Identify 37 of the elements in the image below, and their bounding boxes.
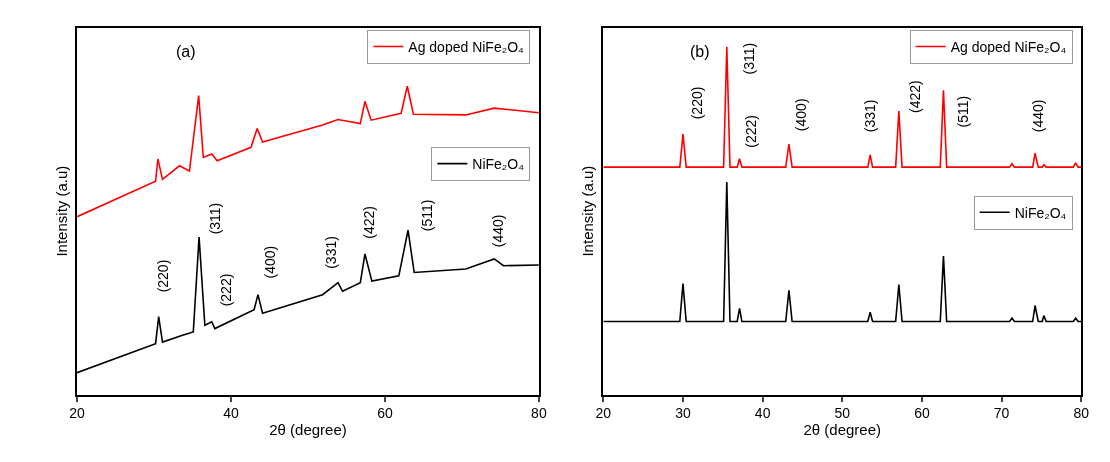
annotation: (222)	[217, 273, 234, 307]
x-tick-label: 80	[1073, 405, 1090, 422]
annotation: (400)	[792, 98, 809, 132]
x-tick-label: 60	[914, 405, 930, 422]
y-axis-title: Intensity (a.u)	[52, 165, 70, 257]
x-tick-label: 20	[69, 405, 86, 422]
legend-label: NiFe₂O₄	[1014, 204, 1067, 221]
annotation: (511)	[955, 95, 972, 128]
annotation: (440)	[489, 214, 506, 248]
annotation: (220)	[688, 86, 705, 120]
annotation: (511)	[418, 199, 435, 232]
legend-label: Ag doped NiFe₂O₄	[408, 38, 525, 55]
x-tick-label: 30	[675, 405, 691, 422]
legend-label: Ag doped NiFe₂O₄	[950, 38, 1067, 55]
annotation: (b)	[690, 43, 710, 60]
y-axis-title: Intensity (a.u)	[579, 165, 597, 257]
annotation: (400)	[261, 245, 278, 279]
x-tick-label: 50	[834, 405, 851, 422]
annotation: (220)	[154, 259, 171, 293]
annotation: (440)	[1030, 99, 1047, 133]
legend-label: NiFe₂O₄	[472, 156, 525, 173]
x-tick-label: 70	[993, 405, 1010, 422]
annotation: (222)	[742, 114, 759, 148]
annotation: (422)	[906, 80, 923, 113]
x-tick-label: 60	[377, 405, 393, 422]
annotation: (311)	[207, 202, 224, 235]
x-tick-label: 20	[595, 405, 612, 422]
annotation: (422)	[360, 206, 377, 239]
x-axis-title: 2θ (degree)	[803, 421, 882, 439]
x-tick-label: 40	[223, 405, 240, 422]
x-tick-label: 80	[531, 405, 547, 422]
annotation: (311)	[740, 42, 757, 75]
annotation: (331)	[862, 99, 879, 133]
x-tick-label: 40	[754, 405, 771, 422]
annotation: (331)	[323, 236, 340, 269]
x-axis-title: 2θ (degree)	[269, 420, 347, 438]
text: (a)	[176, 43, 196, 60]
